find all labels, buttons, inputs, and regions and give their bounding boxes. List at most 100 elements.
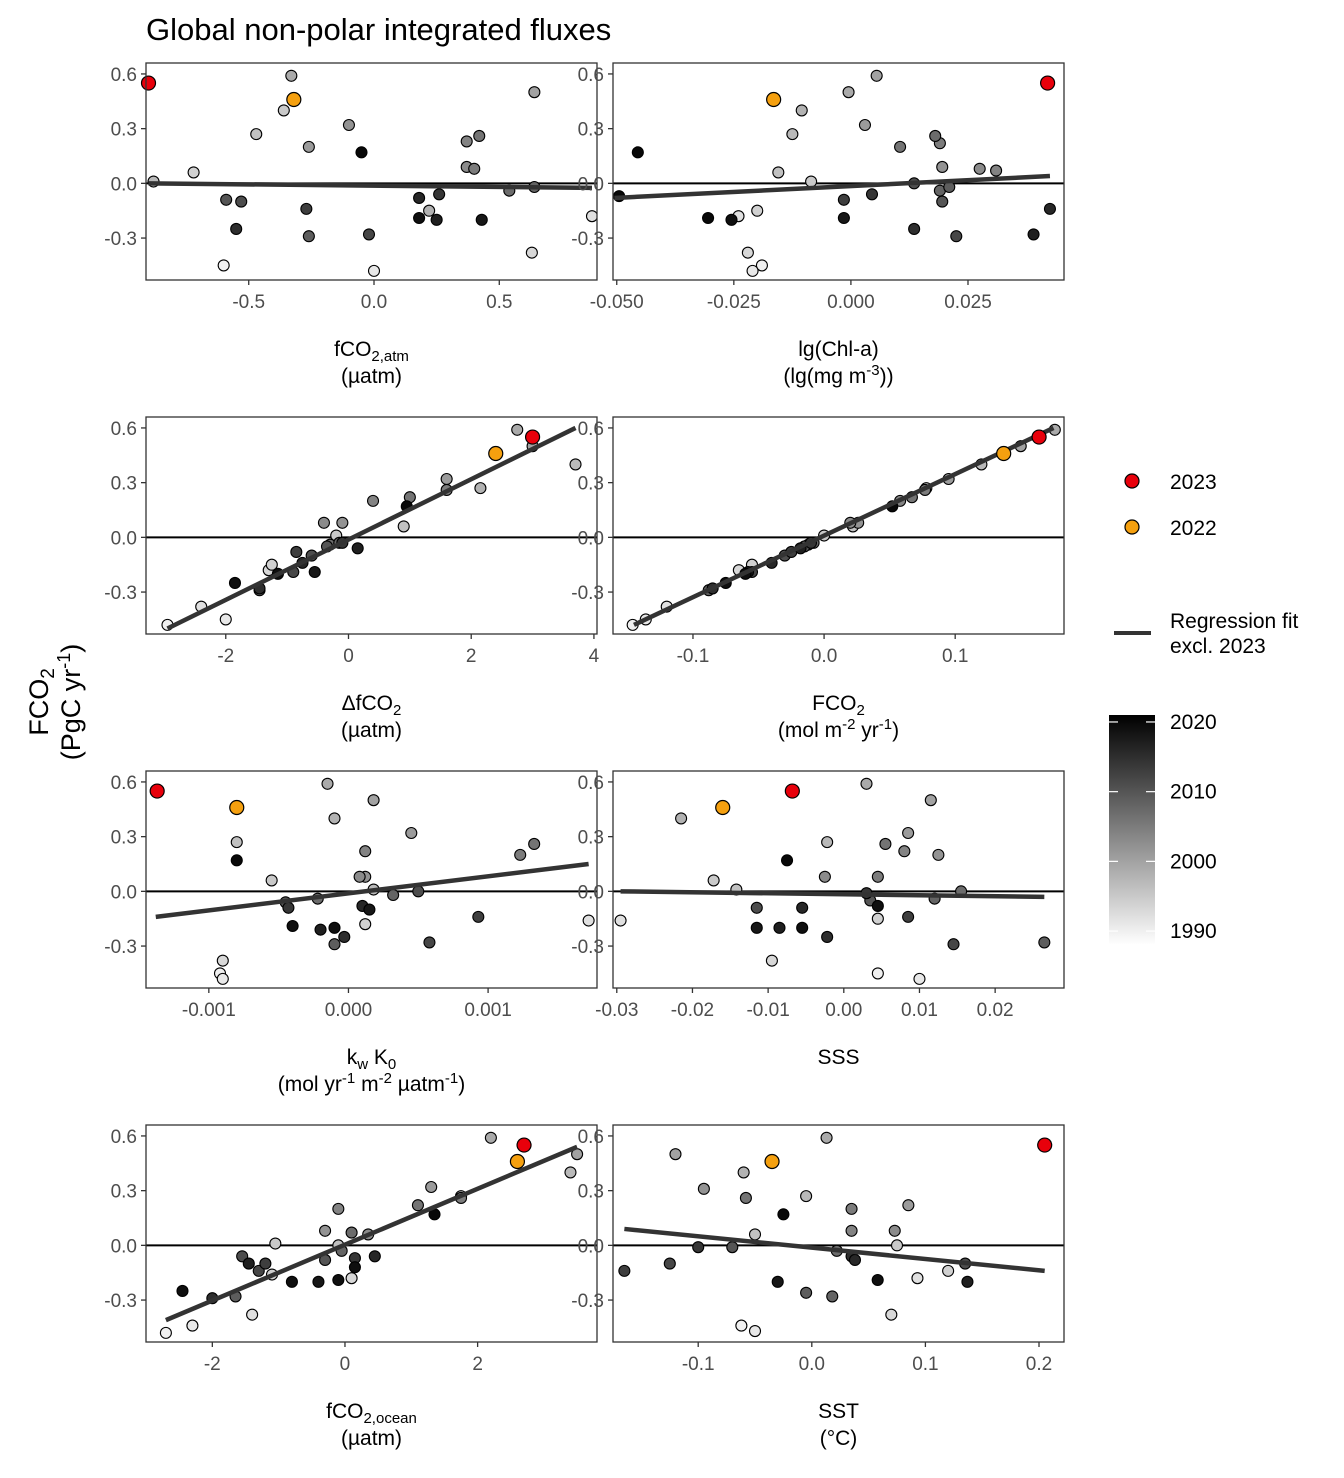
x-axis-label-main: k [347,1046,358,1069]
x-tick-label: 0.2 [1026,1354,1052,1375]
y-axis-label: FCO2 (PgC yr-1) [24,644,86,761]
data-point [440,472,453,486]
data-point [805,175,818,188]
data-point [890,1239,904,1252]
data-point [750,921,763,934]
data-point [582,914,595,927]
highlight-point-2022 [764,1153,780,1170]
data-point [924,794,937,807]
data-point [397,520,410,533]
data-point [217,259,230,272]
data-point [285,1275,298,1288]
data-point [230,222,243,235]
data-point [302,230,315,243]
legend-fit-label-1: Regression fit [1170,610,1299,633]
data-point [514,848,527,861]
panel-sss: -0.3 0.0 0.3 0.6 -0.03 -0.02 -0.01 0.00 0.01 0.02… [571,770,1065,1069]
data-point [942,1264,955,1277]
regression-fit-line [148,181,593,191]
data-point [771,1275,784,1288]
data-point [511,423,524,436]
x-tick-label: 0 [340,1354,351,1375]
data-point [259,1257,272,1270]
x-tick-label: -2 [217,646,234,667]
data-point [528,86,541,99]
panel-frame [145,1124,598,1343]
panel-frame [612,62,1065,281]
y-tick-label: 0.3 [578,828,604,849]
data-point [411,1199,424,1212]
y-tick-label: 0.6 [111,1127,137,1148]
x-axis-label-main: fCO [334,338,371,361]
data-point [773,921,786,934]
data-point [528,837,541,850]
data-point [269,1237,282,1250]
y-axis-unit-sup: -1 [54,653,74,669]
data-point [871,1273,884,1287]
y-axis-label-main: FCO [24,679,54,736]
y-tick-label: 0.0 [578,528,604,549]
y-tick-label: 0.6 [111,65,137,86]
x-unit-post: ) [458,1073,465,1096]
data-point [848,1253,862,1266]
colorbar-tick-label: 1990 [1170,920,1217,943]
x-tick-label: 0 [343,646,354,667]
data-point [235,195,248,208]
data-point [950,230,963,243]
highlight-point-2023 [524,429,541,445]
chart-title: Global non-polar integrated fluxes [146,12,611,47]
y-tick-label: 0.0 [578,1236,604,1257]
highlight-point-2022 [488,445,504,462]
colorbar-tick-label: 2020 [1170,711,1217,734]
legend-label-2022: 2022 [1170,517,1217,540]
highlight-point-2023 [784,783,800,799]
highlight-point-2023 [149,783,165,799]
points [614,777,1051,985]
colorbar [1109,715,1155,945]
data-point [800,1190,813,1203]
x-tick-label: 0.025 [944,292,992,313]
data-point [564,1166,577,1179]
data-point [614,914,627,927]
x-axis-label: fCO2,atm [334,338,409,365]
x-tick-label: -2 [204,1354,221,1375]
y-tick-label: 0.3 [111,828,137,849]
x-axis-unit: (lg(mg m-3)) [783,362,893,388]
y-tick-label: 0.3 [111,1182,137,1203]
y-tick-label: -0.3 [104,1291,137,1312]
x-tick-label: 0.01 [901,1000,938,1021]
data-point [631,146,644,159]
data-point [219,613,232,626]
data-point [898,845,911,858]
x-tick-label: 2 [466,646,477,667]
x-axis-label: lg(Chl-a) [798,338,879,361]
y-tick-label: 0.3 [578,120,604,141]
x-tick-label: -0.5 [232,292,265,313]
data-point [353,870,366,883]
x-unit-sup: -3 [866,362,879,379]
panel-chla: -0.3 0.0 0.3 0.6 -0.050 -0.025 0.000 0.025 lg(Ch… [571,62,1065,388]
data-point [351,542,364,555]
x-unit-mid: yr [855,719,878,742]
svg-text:(PgC yr-1): (PgC yr-1) [54,644,86,761]
legend-marker-2022 [1124,519,1140,535]
data-point [894,140,907,153]
legend-fit-label-2: excl. 2023 [1170,635,1266,658]
y-tick-label: 0.0 [578,882,604,903]
x-axis-label: FCO2 [812,692,865,719]
data-point [911,1272,924,1285]
legend-marker-2023 [1124,473,1140,489]
y-tick-label: 0.6 [578,419,604,440]
y-tick-label: 0.0 [578,174,604,195]
y-tick-label: 0.0 [111,1236,137,1257]
x-unit-sup: -1 [342,1070,355,1087]
data-point [913,972,926,985]
data-point [929,129,942,142]
x-axis-label-main2: K [368,1046,388,1069]
y-tick-label: 0.6 [578,1127,604,1148]
x-tick-label: -0.1 [677,646,710,667]
y-tick-label: -0.3 [571,1291,604,1312]
data-point [871,870,884,883]
data-point [902,910,915,923]
